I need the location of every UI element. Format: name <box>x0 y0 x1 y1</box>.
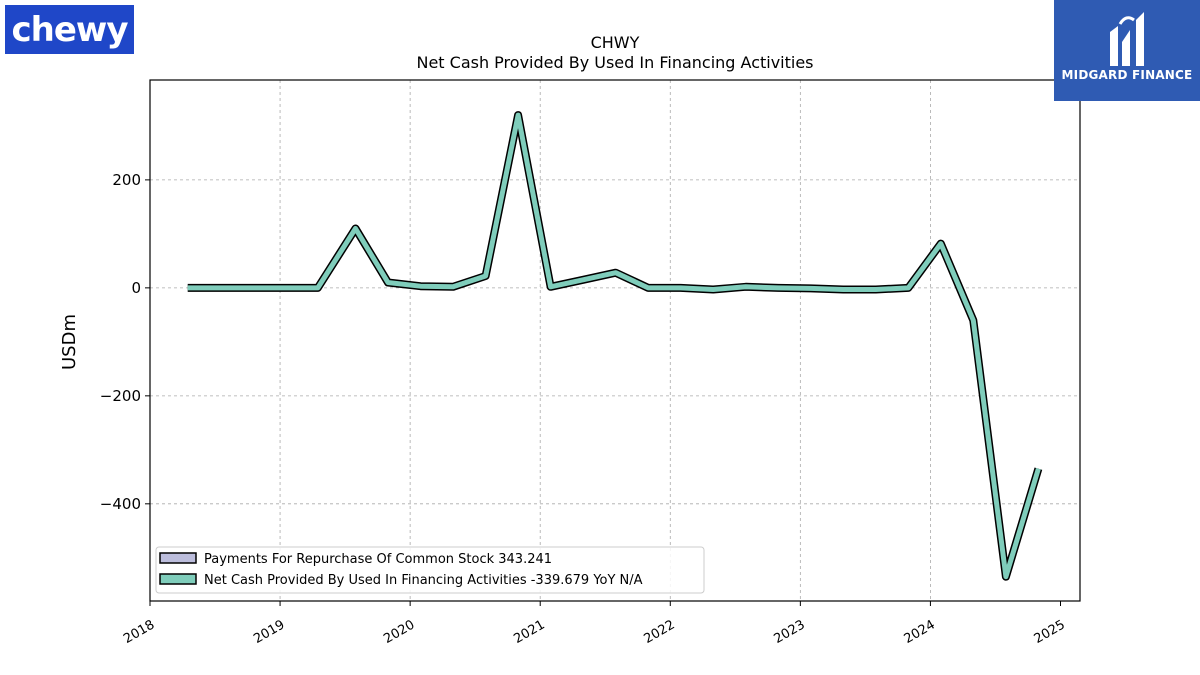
chewy-logo-text: chewy <box>11 9 129 50</box>
y-axis-label: USDm <box>59 314 80 370</box>
series-layer <box>187 111 1043 581</box>
x-tick-label: 2019 <box>251 617 287 647</box>
midgard-finance-logo: MIDGARD FINANCE <box>1054 0 1200 101</box>
chart-title: CHWY <box>591 33 640 52</box>
legend-swatch-financing <box>159 573 197 585</box>
y-tick-label: −200 <box>100 387 141 405</box>
x-tick-label: 2022 <box>641 617 677 647</box>
y-tick-label: 0 <box>131 279 141 297</box>
legend: Payments For Repurchase Of Common Stock … <box>155 546 705 594</box>
y-axis-ticks: 200 0 −200 −400 <box>100 171 150 513</box>
series-line-financing <box>187 112 1041 580</box>
chewy-logo: chewy <box>5 5 134 54</box>
x-tick-label: 2024 <box>902 617 938 647</box>
y-tick-label: −400 <box>100 495 141 513</box>
series-line-outline <box>187 111 1043 581</box>
legend-swatch-repurchase <box>159 552 197 564</box>
legend-box <box>155 546 705 594</box>
grid-lines <box>150 80 1080 601</box>
legend-label-financing: Net Cash Provided By Used In Financing A… <box>204 573 643 588</box>
x-tick-label: 2018 <box>121 617 157 647</box>
plot-frame <box>149 79 1081 602</box>
chart-subtitle: Net Cash Provided By Used In Financing A… <box>416 53 813 72</box>
x-axis-ticks: 2018 2019 2020 2021 2022 2023 2024 2025 <box>121 601 1068 647</box>
y-tick-label: 200 <box>112 171 141 189</box>
x-tick-label: 2021 <box>511 617 547 647</box>
x-tick-label: 2025 <box>1032 617 1068 647</box>
midgard-logo-text: MIDGARD FINANCE <box>1061 68 1193 82</box>
legend-label-repurchase: Payments For Repurchase Of Common Stock … <box>204 552 552 567</box>
midgard-mark-icon <box>1110 12 1144 66</box>
x-tick-label: 2020 <box>381 617 417 647</box>
x-tick-label: 2023 <box>772 617 808 647</box>
